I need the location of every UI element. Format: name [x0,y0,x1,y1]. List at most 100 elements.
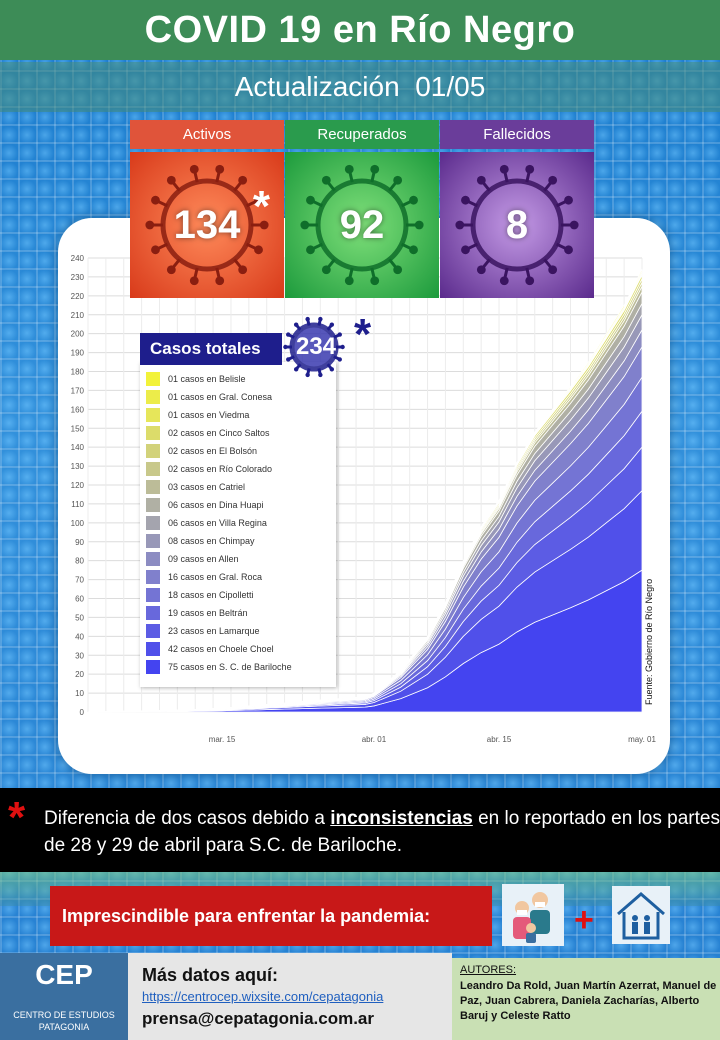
virus-icon [300,164,424,286]
legend-label: 42 casos en Choele Choel [168,644,274,654]
legend-label: 01 casos en Viedma [168,410,250,420]
y-tick-label: 160 [71,405,85,414]
y-tick-label: 170 [71,386,85,395]
legend-label: 09 casos en Allen [168,554,239,564]
legend-swatch [146,408,160,422]
area-series [87,269,643,713]
legend-label: 02 casos en El Bolsón [168,446,258,456]
page-header: COVID 19 en Río Negro [0,0,720,60]
note-asterisk: * [8,793,26,842]
legend-swatch [146,660,160,674]
legend-label: 02 casos en Río Colorado [168,464,273,474]
y-tick-label: 130 [71,462,85,471]
y-tick-label: 20 [75,670,84,679]
stay-home-icon [612,886,670,944]
y-tick-label: 240 [71,254,85,263]
logo-text: CEP [35,959,93,990]
update-label: Actualización 01/05 [234,71,486,102]
update-bar: Actualización 01/05 [0,62,720,112]
active-box: 134 * [130,152,284,298]
y-tick-label: 120 [71,481,85,490]
y-tick-label: 40 [75,632,84,641]
legend-label: 19 casos en Beltrán [168,608,248,618]
legend-label: 03 casos en Catriel [168,482,246,492]
legend-item: 02 casos en Río Colorado [146,460,272,478]
cep-logo: CEP CENTRO DE ESTUDIOS PATAGONIA [0,953,128,1040]
legend-label: 18 casos en Cipolletti [168,590,254,600]
more-data-panel: Más datos aquí: https://centrocep.wixsit… [128,953,452,1040]
legend-label: 16 casos en Gral. Roca [168,572,263,582]
authors-panel: AUTORES: Leandro Da Rold, Juan Martín Az… [452,958,720,1040]
legend-swatch [146,426,160,440]
legend-swatch [146,624,160,638]
y-tick-label: 210 [71,311,85,320]
legend-item: 09 casos en Allen [146,550,239,568]
legend-label: 01 casos en Gral. Conesa [168,392,273,402]
legend-swatch [146,498,160,512]
legend-item: 23 casos en Lamarque [146,622,260,640]
legend-item: 01 casos en Belisle [146,370,246,388]
legend-item: 01 casos en Gral. Conesa [146,388,272,406]
y-tick-label: 150 [71,424,85,433]
family-mask-icon [502,884,564,946]
total-asterisk: * [354,310,372,359]
y-tick-label: 110 [71,500,84,509]
deceased-label: Fallecidos [440,120,594,149]
legend-item: 18 casos en Cipolletti [146,586,254,604]
authors-list: Leandro Da Rold, Juan Martín Azerrat, Ma… [460,980,717,1022]
y-tick-label: 100 [71,519,85,528]
legend-item: 08 casos en Chimpay [146,532,255,550]
legend-swatch [146,516,160,530]
contact-email[interactable]: prensa@cepatagonia.com.ar [142,1009,374,1028]
y-tick-label: 190 [71,349,85,358]
virus-icon [145,164,269,286]
legend-label: 06 casos en Dina Huapi [168,500,264,510]
authors-label: AUTORES: [460,964,517,976]
legend-item: 42 casos en Choele Choel [146,640,274,658]
active-asterisk: * [252,182,270,231]
chart-legend: 01 casos en Belisle 01 casos en Gral. Con… [140,362,336,687]
legend-swatch [146,480,160,494]
y-tick-label: 180 [71,368,85,377]
recovered-count: 92 [339,202,385,247]
y-tick-label: 90 [75,538,84,547]
x-tick-label: mar. 15 [209,735,236,744]
recovered-box: 92 [285,152,439,298]
y-tick-label: 50 [75,613,84,622]
legend-swatch [146,444,160,458]
legend-swatch [146,372,160,386]
legend-label: 08 casos en Chimpay [168,536,255,546]
legend-swatch [146,390,160,404]
deceased-count: 8 [505,202,529,247]
legend-label: 01 casos en Belisle [168,374,246,384]
legend-item: 01 casos en Viedma [146,406,249,424]
y-tick-label: 70 [75,576,84,585]
y-tick-label: 220 [71,292,85,301]
legend-item: 02 casos en El Bolsón [146,442,257,460]
plus-icon: + [574,901,594,939]
website-link[interactable]: https://centrocep.wixsite.com/cepatagoni… [142,989,384,1004]
legend-item: 03 casos en Catriel [146,478,245,496]
y-tick-label: 80 [75,557,84,566]
deceased-box: 8 [440,152,594,298]
chart-source: Fuente: Gobierno de Río Negro [644,578,654,705]
pandemic-banner: Imprescindible para enfrentar la pandemi… [50,886,492,946]
legend-swatch [146,570,160,584]
legend-label: 02 casos en Cinco Saltos [168,428,270,438]
legend-label: 23 casos en Lamarque [168,626,260,636]
legend-swatch [146,606,160,620]
legend-swatch [146,588,160,602]
legend-swatch [146,462,160,476]
y-tick-label: 0 [80,708,85,717]
more-data-label: Más datos aquí: [142,965,279,985]
legend-item: 75 casos en S. C. de Bariloche [146,658,292,676]
y-tick-label: 230 [71,273,85,282]
x-tick-label: may. 01 [628,735,656,744]
x-tick-label: abr. 01 [362,735,387,744]
legend-item: 16 casos en Gral. Roca [146,568,262,586]
legend-item: 06 casos en Villa Regina [146,514,267,532]
legend-item: 06 casos en Dina Huapi [146,496,264,514]
virus-icon [283,316,345,378]
x-tick-label: abr. 15 [487,735,512,744]
page-title: COVID 19 en Río Negro [144,8,576,51]
